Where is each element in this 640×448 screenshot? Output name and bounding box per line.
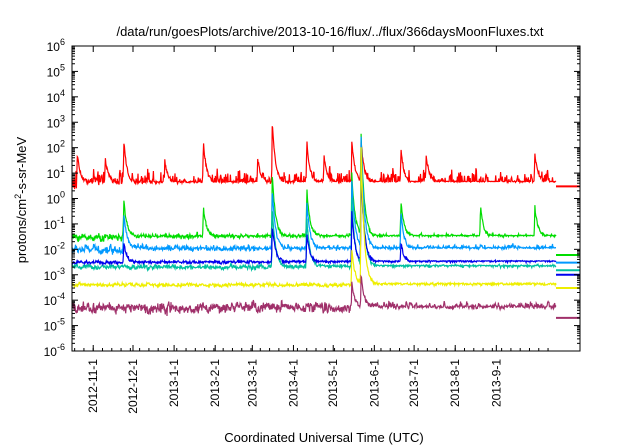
y-tick-label: 103 (47, 113, 65, 130)
y-tick-exp: -2 (57, 240, 65, 250)
y-tick-base: 10 (44, 345, 58, 359)
x-tick-label: 2013-1-1 (167, 359, 181, 407)
series-line (72, 171, 557, 267)
y-tick-exp: -3 (57, 266, 65, 276)
y-tick-base: 10 (47, 116, 61, 130)
y-tick-exp: 5 (60, 62, 65, 72)
y-tick-label: 10-3 (44, 266, 65, 283)
y-tick-base: 10 (47, 91, 61, 105)
y-tick-label: 10-1 (44, 215, 65, 232)
series-line (72, 126, 557, 190)
y-tick-label: 100 (47, 190, 65, 207)
y-tick-exp: -1 (57, 215, 65, 225)
y-tick-base: 10 (44, 320, 58, 334)
chart-title: /data/run/goesPlots/archive/2013-10-16/f… (116, 24, 543, 39)
y-axis-label-prefix: protons/cm (14, 199, 29, 263)
x-tick-label: 2013-2-1 (208, 359, 222, 407)
y-tick-label: 104 (47, 88, 65, 105)
y-tick-base: 10 (47, 193, 61, 207)
series-line (72, 136, 556, 256)
x-tick-label: 2013-8-1 (448, 359, 462, 407)
x-tick-label: 2012-12-1 (126, 359, 140, 414)
y-tick-base: 10 (47, 142, 61, 156)
series-layer (72, 126, 557, 317)
x-tick-label: 2013-9-1 (489, 359, 503, 407)
y-tick-base: 10 (44, 294, 58, 308)
series-line (72, 147, 557, 290)
y-tick-label: 102 (47, 139, 65, 156)
x-axis: 2012-11-1 2012-12-1 2013-1-1 2013-2-1 2013-3… (74, 46, 549, 414)
y-tick-base: 10 (44, 218, 58, 232)
x-tick-label: 2013-3-1 (245, 359, 259, 407)
y-tick-exp: -6 (57, 342, 65, 352)
y-tick-exp: 2 (60, 139, 65, 149)
y-tick-label: 106 (47, 37, 65, 54)
x-axis-label: Coordinated Universal Time (UTC) (224, 430, 423, 445)
y-axis-label: protons/cm2-s-sr-MeV (13, 136, 29, 263)
y-tick-label: 10-2 (44, 240, 65, 257)
y-tick-exp: 4 (60, 88, 65, 98)
y-tick-base: 10 (44, 243, 58, 257)
series-line (72, 274, 557, 317)
y-tick-exp: 3 (60, 113, 65, 123)
y-tick-base: 10 (47, 40, 61, 54)
y-axis-label-suffix: -s-sr-MeV (14, 136, 29, 193)
y-tick-base: 10 (44, 269, 58, 283)
y-tick-exp: 0 (60, 190, 65, 200)
y-tick-base: 10 (47, 65, 61, 79)
x-tick-label: 2013-7-1 (407, 359, 421, 407)
y-tick-exp: -5 (57, 317, 65, 327)
x-tick-label: 2012-11-1 (86, 359, 100, 413)
y-axis-label-sup: 2 (13, 194, 23, 199)
series-end-markers (556, 185, 580, 319)
series-line (72, 133, 557, 243)
y-tick-exp: -4 (57, 291, 65, 301)
x-tick-label: 2013-6-1 (367, 359, 381, 407)
y-tick-label: 10-5 (44, 317, 65, 334)
y-tick-exp: 1 (60, 164, 65, 174)
y-tick-label: 105 (47, 62, 65, 79)
y-tick-label: 10-4 (44, 291, 65, 308)
y-tick-label: 10-6 (44, 342, 65, 359)
y-tick-base: 10 (47, 167, 61, 181)
x-tick-label: 2013-5-1 (326, 359, 340, 407)
x-tick-label: 2013-4-1 (286, 359, 300, 407)
y-tick-exp: 6 (60, 37, 65, 47)
y-axis: 10-610-510-410-310-210-11001011021031041… (44, 37, 580, 359)
y-tick-label: 101 (47, 164, 65, 181)
